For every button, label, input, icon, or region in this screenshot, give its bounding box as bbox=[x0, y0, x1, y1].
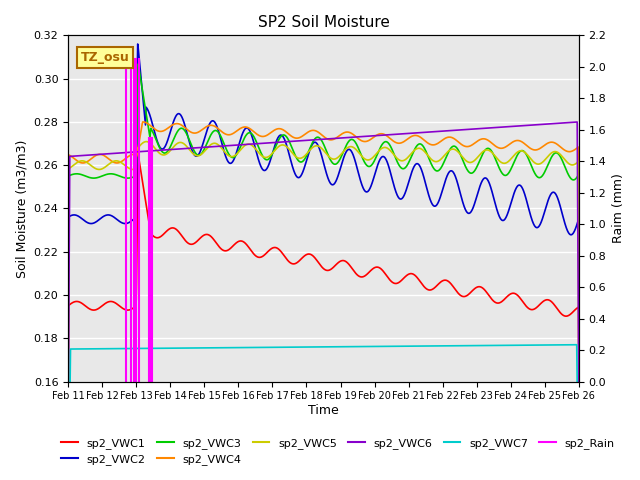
sp2_VWC2 bbox=[530, 222, 538, 228]
sp2_VWC7 bbox=[207, 345, 214, 351]
sp2_VWC7 bbox=[349, 344, 356, 349]
Y-axis label: Soil Moisture (m3/m3): Soil Moisture (m3/m3) bbox=[15, 139, 28, 277]
Text: TZ_osu: TZ_osu bbox=[81, 51, 130, 64]
Line: sp2_VWC6: sp2_VWC6 bbox=[68, 122, 579, 423]
sp2_VWC7 bbox=[472, 343, 479, 348]
sp2_VWC4 bbox=[530, 147, 538, 153]
sp2_VWC4 bbox=[472, 140, 479, 145]
sp2_VWC3 bbox=[64, 357, 72, 363]
sp2_VWC3 bbox=[338, 152, 346, 158]
sp2_VWC2 bbox=[338, 160, 346, 166]
sp2_VWC6 bbox=[530, 122, 538, 128]
sp2_VWC6 bbox=[544, 121, 552, 127]
sp2_VWC1 bbox=[544, 297, 552, 303]
sp2_VWC6 bbox=[64, 420, 72, 426]
sp2_VWC2 bbox=[472, 197, 479, 203]
sp2_VWC5 bbox=[142, 139, 150, 144]
sp2_VWC4 bbox=[544, 140, 552, 146]
sp2_VWC2 bbox=[544, 198, 552, 204]
sp2_VWC4 bbox=[575, 376, 582, 382]
Line: sp2_VWC1: sp2_VWC1 bbox=[68, 155, 579, 447]
sp2_VWC6 bbox=[573, 119, 581, 125]
sp2_VWC6 bbox=[575, 402, 582, 408]
sp2_VWC4 bbox=[64, 381, 72, 387]
sp2_VWC4 bbox=[139, 119, 147, 125]
sp2_VWC1 bbox=[530, 306, 538, 312]
Line: sp2_VWC5: sp2_VWC5 bbox=[68, 142, 579, 392]
sp2_VWC1 bbox=[575, 444, 582, 450]
sp2_VWC5 bbox=[530, 159, 538, 165]
Line: sp2_VWC4: sp2_VWC4 bbox=[68, 122, 579, 384]
sp2_VWC3 bbox=[544, 162, 552, 168]
sp2_VWC5 bbox=[207, 142, 214, 147]
sp2_VWC3 bbox=[530, 168, 538, 174]
sp2_VWC6 bbox=[207, 144, 214, 150]
sp2_VWC3 bbox=[472, 166, 479, 172]
sp2_VWC2 bbox=[134, 41, 141, 47]
sp2_VWC4 bbox=[207, 122, 214, 128]
Line: sp2_VWC2: sp2_VWC2 bbox=[68, 44, 579, 472]
Legend: sp2_VWC1, sp2_VWC2, sp2_VWC3, sp2_VWC4, sp2_VWC5, sp2_VWC6, sp2_VWC7, sp2_Rain: sp2_VWC1, sp2_VWC2, sp2_VWC3, sp2_VWC4, … bbox=[57, 433, 620, 469]
sp2_VWC6 bbox=[472, 126, 479, 132]
sp2_VWC6 bbox=[349, 134, 356, 140]
sp2_VWC3 bbox=[575, 356, 582, 361]
sp2_VWC4 bbox=[338, 131, 346, 137]
X-axis label: Time: Time bbox=[308, 404, 339, 417]
sp2_VWC7 bbox=[530, 342, 538, 348]
sp2_VWC1 bbox=[349, 267, 357, 273]
sp2_VWC1 bbox=[64, 444, 72, 449]
sp2_VWC5 bbox=[472, 156, 479, 162]
sp2_VWC6 bbox=[338, 135, 346, 141]
sp2_VWC1 bbox=[338, 258, 346, 264]
sp2_VWC1 bbox=[207, 233, 214, 239]
Line: sp2_VWC7: sp2_VWC7 bbox=[68, 345, 579, 480]
sp2_VWC7 bbox=[544, 342, 552, 348]
sp2_VWC5 bbox=[64, 389, 72, 395]
Title: SP2 Soil Moisture: SP2 Soil Moisture bbox=[257, 15, 389, 30]
sp2_VWC2 bbox=[64, 469, 72, 475]
sp2_VWC3 bbox=[349, 137, 357, 143]
sp2_VWC5 bbox=[544, 153, 552, 159]
sp2_VWC1 bbox=[134, 152, 142, 158]
sp2_VWC3 bbox=[134, 61, 142, 67]
Y-axis label: Raim (mm): Raim (mm) bbox=[612, 173, 625, 243]
sp2_VWC5 bbox=[575, 385, 582, 391]
sp2_VWC3 bbox=[207, 132, 214, 138]
sp2_VWC1 bbox=[472, 285, 479, 291]
sp2_VWC2 bbox=[349, 152, 357, 158]
Line: sp2_VWC3: sp2_VWC3 bbox=[68, 64, 579, 360]
sp2_VWC7 bbox=[573, 342, 580, 348]
sp2_VWC5 bbox=[338, 150, 346, 156]
sp2_VWC2 bbox=[207, 119, 214, 125]
sp2_VWC5 bbox=[349, 144, 357, 150]
sp2_VWC2 bbox=[575, 216, 582, 221]
sp2_VWC4 bbox=[349, 132, 357, 137]
sp2_VWC7 bbox=[338, 344, 346, 349]
